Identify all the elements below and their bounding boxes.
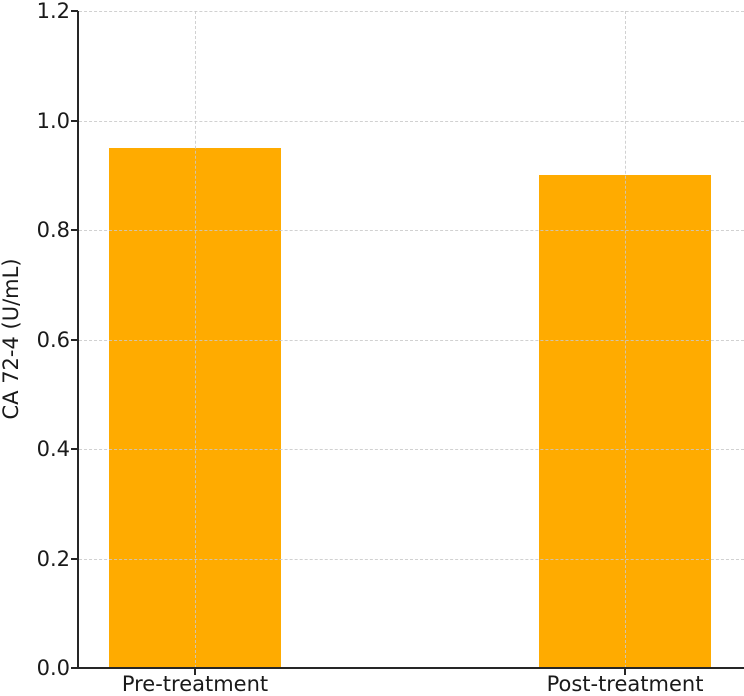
x-axis-spine <box>77 667 744 669</box>
x-tick-mark <box>624 668 626 675</box>
y-tick-label: 0.4 <box>36 437 70 461</box>
y-tick-mark <box>71 229 78 231</box>
y-gridline <box>79 230 744 231</box>
x-tick-label: Pre-treatment <box>121 672 269 696</box>
y-tick-mark <box>71 557 78 560</box>
y-tick-mark <box>71 10 78 12</box>
y-gridline <box>79 11 744 12</box>
y-tick-mark <box>71 448 78 450</box>
y-tick-label: 1.2 <box>36 0 70 23</box>
y-tick-label: 0.6 <box>36 327 70 352</box>
plot-area <box>79 11 744 669</box>
y-tick-mark <box>71 667 78 669</box>
x-tick-label: Post-treatment <box>546 672 704 696</box>
y-gridline <box>79 449 744 450</box>
y-tick-label: 0.2 <box>36 546 70 571</box>
y-tick-label: 0.0 <box>36 656 70 680</box>
x-tick-mark <box>194 668 196 675</box>
y-gridline <box>79 339 744 341</box>
y-gridline <box>79 558 744 560</box>
y-tick-label: 0.8 <box>36 218 70 242</box>
x-gridline <box>195 11 196 668</box>
x-gridline <box>625 11 626 668</box>
y-tick-mark <box>71 119 78 122</box>
y-axis-spine <box>77 11 79 669</box>
y-tick-label: 1.0 <box>36 108 70 133</box>
y-tick-mark <box>71 338 78 341</box>
y-gridline <box>79 120 744 122</box>
